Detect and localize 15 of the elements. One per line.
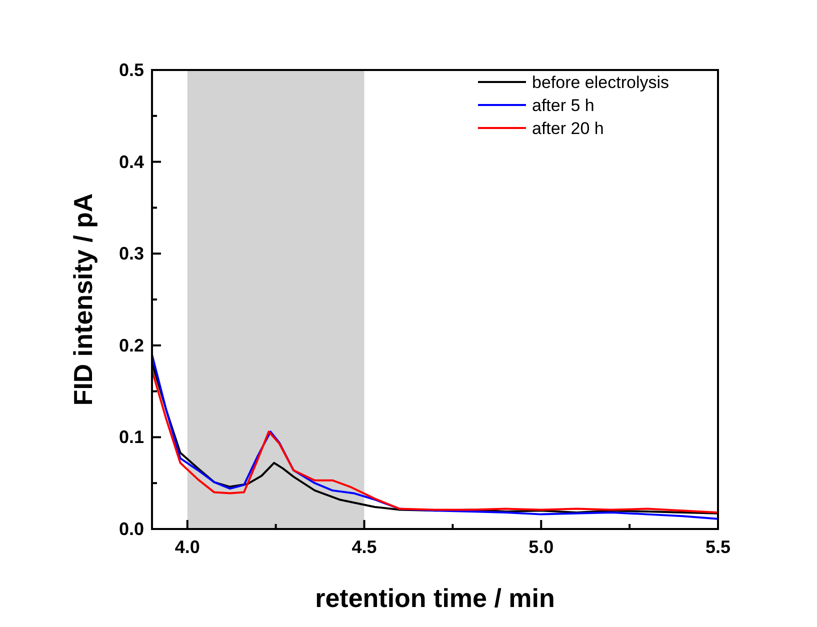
y-tick-label: 0.4 [118,152,144,172]
y-tick-label: 0.3 [118,244,144,264]
x-tick-label: 4.5 [352,537,377,557]
x-tick-label: 4.0 [174,537,200,557]
y-tick-label: 0.5 [118,60,144,80]
y-tick-label: 0.1 [118,427,144,448]
y-axis-title: FID intensity / pA [68,193,98,406]
y-tick-label: 0.2 [118,335,144,356]
legend-label: before electrolysis [532,73,670,92]
y-tick-label: 0.0 [118,519,144,539]
legend-label: after 5 h [532,96,594,115]
x-tick-label: 5.0 [528,537,554,557]
x-tick-label: 5.5 [705,537,731,557]
x-axis-title: retention time / min [315,583,555,613]
legend-label: after 20 h [532,119,604,138]
